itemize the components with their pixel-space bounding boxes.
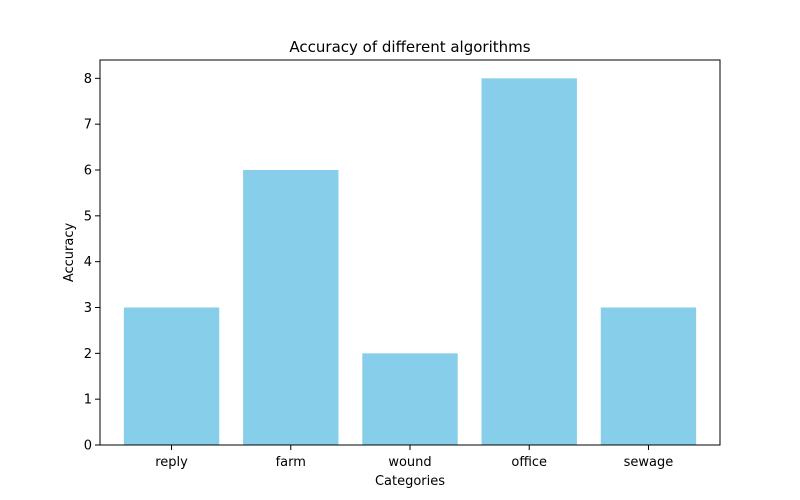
y-axis-label: Accuracy [62,223,77,283]
x-axis-ticks: reply farm wound office sewage [155,445,673,470]
chart-title: Accuracy of different algorithms [289,38,530,56]
plot-frame [99,59,721,446]
x-tick-label-sewage: sewage [624,455,674,470]
y-tick-label: 5 [84,209,92,224]
bar-sewage [600,307,697,445]
x-tick-label-farm: farm [276,455,306,470]
bar-office [481,78,577,445]
x-axis-label: Categories [375,474,445,489]
y-tick-label: 0 [84,439,92,454]
y-tick-label: 4 [84,255,92,270]
bar-reply [123,307,220,445]
bar-farm [243,170,339,445]
bars-layer [123,78,697,445]
y-tick-label: 1 [84,393,92,408]
y-tick-label: 8 [84,72,92,87]
y-tick-label: 2 [84,347,92,362]
x-tick-label-office: office [511,455,547,470]
y-tick-label: 7 [84,118,92,133]
x-tick-label-wound: wound [388,455,431,470]
x-tick-label-reply: reply [155,455,188,470]
y-tick-label: 6 [84,164,92,179]
bar-wound [362,353,458,445]
y-axis-ticks: 0 1 2 3 4 5 6 7 8 [84,72,100,454]
y-tick-label: 3 [84,301,92,316]
